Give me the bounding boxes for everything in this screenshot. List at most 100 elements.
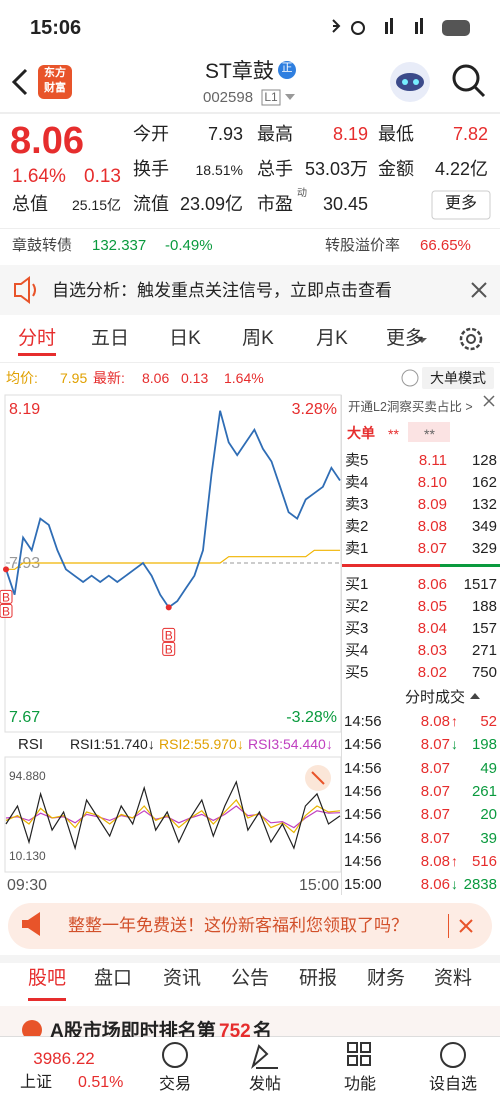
book-label: 卖2 xyxy=(345,518,369,535)
help-icon[interactable] xyxy=(401,369,419,387)
y-tick-label: 10.130 xyxy=(9,849,46,863)
sub-tab[interactable]: 资料 xyxy=(433,968,473,989)
mode[interactable]: 大单模式 xyxy=(430,370,486,386)
settings-icon[interactable] xyxy=(459,327,483,351)
series-line xyxy=(5,805,341,829)
trade-price: 8.07 xyxy=(420,829,450,847)
field-value: 25.15亿 xyxy=(71,197,121,213)
sub-tab[interactable]: 研报 xyxy=(298,968,338,989)
y2-tick-label: -3.28% xyxy=(286,709,337,726)
sort-icon xyxy=(470,693,480,699)
stars: ** xyxy=(424,426,435,442)
book-volume: 128 xyxy=(471,452,497,469)
close-icon[interactable] xyxy=(459,919,473,933)
book-price: 8.05 xyxy=(417,598,447,615)
book-price: 8.08 xyxy=(417,518,447,535)
bond-price: 132.337 xyxy=(92,237,147,254)
trades-title: 分时成交 xyxy=(404,689,466,706)
trade-volume: 39 xyxy=(480,829,497,847)
book-price: 8.11 xyxy=(418,452,447,469)
ranking-rank: 752 xyxy=(219,1021,251,1042)
nav-item[interactable]: 功能 xyxy=(343,1076,377,1093)
mode-button[interactable] xyxy=(422,367,494,389)
chart-title: RSI xyxy=(18,736,43,753)
field-label: 总值 xyxy=(12,194,48,214)
expand-icon[interactable] xyxy=(305,765,331,791)
y-tick-label: 94.880 xyxy=(9,769,46,783)
tab[interactable]: 周K xyxy=(242,328,274,349)
tab[interactable]: 月K xyxy=(316,328,348,349)
nav-item[interactable]: 交易 xyxy=(158,1076,192,1093)
book-volume: 162 xyxy=(471,474,497,491)
trade-price: 8.07 xyxy=(420,759,450,777)
trade-price: 8.07 xyxy=(420,736,450,754)
trade-volume: 20 xyxy=(480,806,497,824)
field-value: 7.93 xyxy=(207,124,243,144)
star-bg xyxy=(408,422,450,442)
field-label: 换手 xyxy=(133,159,169,179)
marker-bg xyxy=(0,589,13,604)
back-icon[interactable] xyxy=(11,68,28,96)
dropdown-icon xyxy=(285,94,295,100)
level: L1 xyxy=(264,90,278,104)
tab[interactable]: 更多 xyxy=(385,328,425,349)
y-tick-label: 7.67 xyxy=(9,709,40,726)
ranking-text: A股市场即时排名第 xyxy=(50,1021,216,1042)
sub-tab[interactable]: 财务 xyxy=(366,968,406,989)
book-price: 8.04 xyxy=(417,620,447,637)
trade-arrow: ↓ xyxy=(451,876,458,893)
nav-item[interactable]: 设自选 xyxy=(428,1076,478,1093)
nav-item[interactable]: 发帖 xyxy=(248,1076,282,1093)
tab[interactable]: 日K xyxy=(169,328,201,349)
field-label: 最低 xyxy=(378,124,414,144)
sub-tab[interactable]: 公告 xyxy=(230,968,270,989)
book-volume: 329 xyxy=(471,540,497,557)
search-icon[interactable] xyxy=(452,64,486,98)
ranking-text: 名 xyxy=(253,1021,273,1042)
last-label: 最新: xyxy=(93,370,125,386)
legend-entry: RSI3:54.440↓ xyxy=(248,736,333,752)
marker: B xyxy=(2,590,10,604)
marker-bg xyxy=(0,603,13,618)
stock-title: ST章鼓 xyxy=(205,60,274,83)
more-button[interactable]: 更多 xyxy=(444,195,478,212)
marker: B xyxy=(2,604,10,618)
robot-avatar[interactable] xyxy=(390,62,430,102)
trade-time: 14:56 xyxy=(344,759,382,777)
index-name: 上证 xyxy=(20,1074,53,1091)
book-label: 买3 xyxy=(345,620,369,637)
close-icon[interactable] xyxy=(471,282,487,298)
stock-code: 002598 xyxy=(203,89,254,106)
level-box xyxy=(261,89,281,106)
field-label: 流值 xyxy=(133,194,169,214)
trade-price: 8.08 xyxy=(420,852,450,870)
book-price: 8.07 xyxy=(417,540,447,557)
ask-ratio xyxy=(440,564,500,567)
tab[interactable]: 五日 xyxy=(90,328,130,349)
premium-label: 转股溢价率 xyxy=(325,237,401,254)
series-line xyxy=(5,410,341,609)
banner-text: 自选分析：触发重点关注信号，立即点击查看 xyxy=(52,281,392,300)
trade-time: 14:56 xyxy=(344,782,382,800)
divider xyxy=(0,1036,500,1037)
trade-volume: 198 xyxy=(471,736,497,754)
series-line xyxy=(6,549,340,570)
close-icon[interactable] xyxy=(483,395,495,407)
sub-tab[interactable]: 股吧 xyxy=(27,968,67,989)
y-tick-label: 8.19 xyxy=(9,401,40,418)
sub-tab[interactable]: 资讯 xyxy=(162,968,202,989)
more-button[interactable] xyxy=(431,190,491,220)
trade-arrow: ↑ xyxy=(451,852,458,869)
field-label: 市盈 xyxy=(257,194,293,214)
badge: 正 xyxy=(281,62,293,74)
field-value: 8.19 xyxy=(332,124,368,144)
book-price: 8.09 xyxy=(417,496,447,513)
promo-bg[interactable] xyxy=(8,903,492,949)
tab[interactable]: 分时 xyxy=(17,328,57,349)
sub-tab[interactable]: 盘口 xyxy=(93,968,133,989)
banner-bg[interactable] xyxy=(0,265,500,315)
dropdown-icon xyxy=(417,338,427,343)
book-volume: 188 xyxy=(471,598,497,615)
